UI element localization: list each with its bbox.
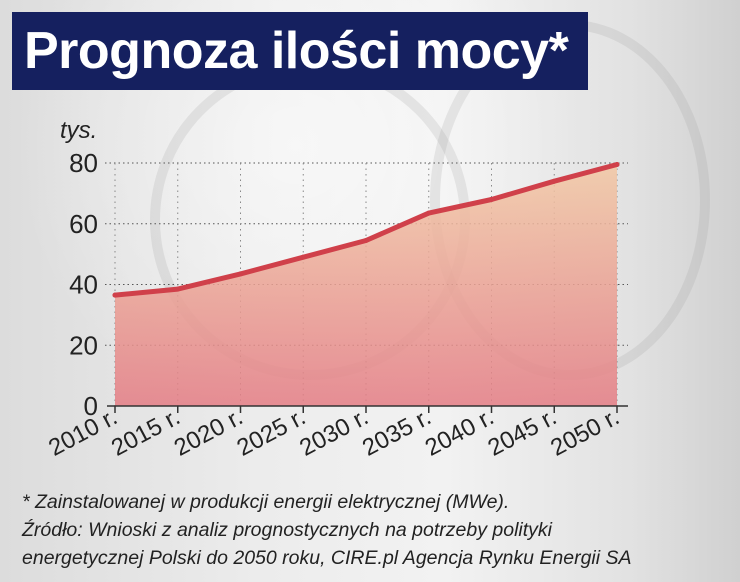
y-tick-label: 0	[84, 391, 98, 421]
y-tick-label: 20	[69, 330, 98, 360]
data-points	[112, 162, 620, 298]
x-tick-label: 2035 r.	[358, 403, 435, 461]
x-tick-label: 2050 r.	[546, 403, 623, 461]
x-tick-label: 2045 r.	[484, 403, 561, 461]
data-point	[112, 292, 118, 298]
chart-title: Prognoza ilości mocy*	[24, 22, 569, 80]
data-point	[551, 178, 557, 184]
x-tick-label: 2030 r.	[295, 403, 372, 461]
data-point	[363, 237, 369, 243]
data-point	[426, 210, 432, 216]
x-tick-label: 2025 r.	[233, 403, 310, 461]
y-tick-label: 60	[69, 209, 98, 239]
x-tick-label: 2015 r.	[107, 403, 184, 461]
x-axis-tick-labels: 2010 r.2015 r.2020 r.2025 r.2030 r.2035 …	[44, 403, 623, 461]
footnote-source-line-1: Źródło: Wnioski z analiz prognostycznych…	[22, 519, 552, 541]
data-point	[300, 254, 306, 260]
x-axis-ticks	[114, 406, 618, 413]
y-axis-label: tys.	[60, 117, 97, 144]
x-tick-label: 2040 r.	[421, 403, 498, 461]
y-axis-tick-labels: 0 20 40 60 80	[69, 148, 98, 421]
data-point	[614, 162, 620, 168]
x-tick-label: 2020 r.	[170, 403, 247, 461]
footnote-note: * Zainstalowanej w produkcji energii ele…	[22, 491, 510, 513]
data-point	[489, 196, 494, 202]
y-tick-label: 80	[69, 148, 98, 178]
data-point	[175, 286, 181, 292]
footnote: * Zainstalowanej w produkcji energii ele…	[22, 488, 734, 572]
area-fill	[115, 164, 617, 406]
line-chart: 0 20 40 60 80 2010 r.2015 r.2020 r.2025 r.20…	[44, 117, 628, 462]
footnote-source-line-2: energetycznej Polski do 2050 roku, CIRE.…	[22, 547, 632, 569]
title-banner: Prognoza ilości mocy*	[12, 12, 588, 90]
data-point	[238, 271, 243, 277]
y-tick-label: 40	[69, 270, 98, 300]
